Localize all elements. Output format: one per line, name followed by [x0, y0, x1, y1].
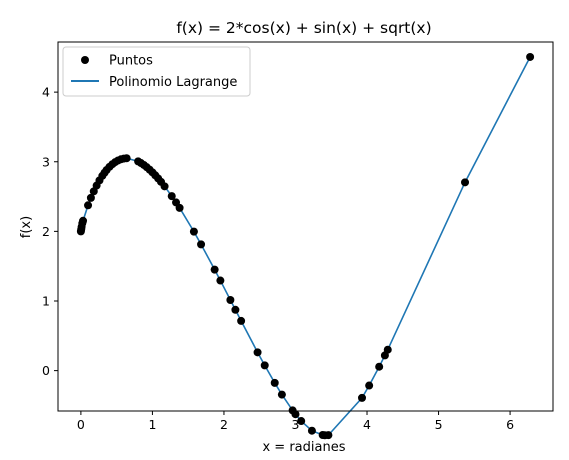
data-point [216, 276, 225, 285]
chart-title: f(x) = 2*cos(x) + sin(x) + sqrt(x) [176, 19, 431, 37]
y-axis-label: f(x) [19, 216, 34, 238]
legend-box [62, 46, 251, 97]
data-point [167, 192, 176, 201]
legend-label-points: Puntos [109, 54, 153, 69]
data-point [210, 265, 219, 274]
legend: Puntos Polinomio Lagrange [62, 46, 251, 97]
y-tick-label: 1 [42, 293, 50, 308]
data-point [231, 305, 240, 314]
legend-label-lagrange: Polinomio Lagrange [109, 75, 237, 90]
data-point [189, 227, 198, 236]
x-tick-label: 4 [363, 417, 371, 432]
data-point [253, 348, 262, 357]
data-point [175, 203, 184, 212]
data-point [526, 52, 535, 61]
data-point [383, 345, 392, 354]
data-point [86, 193, 95, 202]
legend-marker-points [81, 56, 89, 64]
y-tick-label: 4 [42, 85, 50, 100]
data-point [84, 201, 93, 210]
data-point [197, 240, 206, 249]
data-point [237, 316, 246, 325]
data-point [358, 393, 367, 402]
x-tick-label: 0 [77, 417, 85, 432]
x-tick-label: 5 [435, 417, 443, 432]
y-tick-label: 2 [42, 224, 50, 239]
data-point [79, 216, 88, 225]
data-point [160, 182, 169, 191]
data-point [277, 390, 286, 399]
data-point [226, 296, 235, 304]
data-point [260, 361, 269, 370]
data-point [307, 426, 316, 435]
data-point [297, 417, 306, 426]
y-tick-label: 0 [42, 363, 50, 378]
x-tick-label: 2 [220, 417, 228, 432]
axes: 0 1 2 3 4 5 6 0 1 2 3 4 [42, 41, 554, 432]
series-line-lagrange [80, 56, 531, 437]
data-point [365, 381, 374, 390]
data-point [122, 154, 131, 163]
data-point [270, 378, 279, 387]
x-tick-label: 6 [506, 417, 514, 432]
plot-frame [57, 41, 554, 412]
y-tick-label: 3 [42, 154, 50, 169]
plot-area [76, 52, 535, 440]
x-tick-label: 1 [148, 417, 156, 432]
x-tick-label: 3 [292, 417, 300, 432]
data-point [324, 431, 333, 440]
x-axis-label: x = radianes [262, 440, 345, 455]
data-point [461, 178, 470, 187]
data-point [375, 362, 384, 371]
